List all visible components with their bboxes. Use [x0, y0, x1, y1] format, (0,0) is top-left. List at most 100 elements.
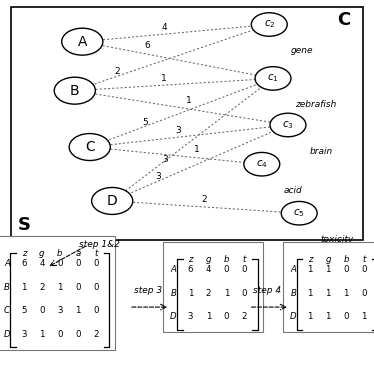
Text: 3: 3 [188, 312, 193, 321]
Text: 0: 0 [57, 329, 62, 338]
Text: $c_3$: $c_3$ [282, 119, 294, 131]
FancyBboxPatch shape [283, 242, 374, 332]
Circle shape [54, 77, 95, 104]
FancyBboxPatch shape [0, 236, 115, 350]
Text: b: b [343, 256, 349, 265]
Text: 1: 1 [307, 265, 313, 274]
Text: z: z [188, 256, 193, 265]
Text: t: t [362, 256, 366, 265]
Circle shape [255, 67, 291, 90]
FancyBboxPatch shape [11, 7, 363, 240]
Circle shape [62, 28, 103, 55]
Text: 1: 1 [39, 329, 45, 338]
Text: toxicity: toxicity [321, 235, 354, 244]
Text: 1: 1 [325, 289, 331, 298]
Text: 6: 6 [21, 259, 27, 268]
FancyBboxPatch shape [163, 242, 263, 332]
Text: 0: 0 [39, 306, 45, 315]
Text: 0: 0 [75, 329, 80, 338]
Text: 1: 1 [57, 282, 62, 291]
Circle shape [244, 152, 280, 176]
Text: 0: 0 [224, 265, 229, 274]
Text: 1: 1 [325, 265, 331, 274]
Text: 1: 1 [21, 282, 27, 291]
Text: 4: 4 [206, 265, 211, 274]
Text: D: D [170, 312, 177, 321]
Text: g: g [39, 249, 45, 258]
Text: D: D [4, 329, 10, 338]
Text: 4: 4 [39, 259, 45, 268]
Text: 3: 3 [156, 172, 161, 181]
Text: 0: 0 [242, 289, 247, 298]
Text: 0: 0 [361, 265, 367, 274]
Text: 0: 0 [75, 282, 80, 291]
Text: 2: 2 [39, 282, 45, 291]
Text: S: S [18, 216, 31, 235]
Text: 0: 0 [93, 306, 98, 315]
Text: 1: 1 [206, 312, 211, 321]
Text: 1: 1 [325, 312, 331, 321]
Text: 6: 6 [144, 41, 150, 50]
Text: 1: 1 [307, 289, 313, 298]
Text: 0: 0 [361, 289, 367, 298]
Text: brain: brain [310, 147, 333, 156]
Text: 0: 0 [75, 259, 80, 268]
Text: 1: 1 [75, 306, 80, 315]
Text: A: A [4, 259, 10, 268]
Text: step 1&2: step 1&2 [79, 240, 120, 249]
Text: 4: 4 [162, 23, 168, 32]
Text: 1: 1 [194, 145, 200, 154]
Text: D: D [290, 312, 297, 321]
Text: g: g [325, 256, 331, 265]
Text: 3: 3 [57, 306, 62, 315]
Text: B: B [70, 84, 80, 98]
Text: step 3: step 3 [134, 286, 162, 295]
Text: 3: 3 [175, 126, 181, 135]
Text: a: a [75, 249, 80, 258]
Text: $c_1$: $c_1$ [267, 72, 279, 84]
Text: 1: 1 [186, 96, 192, 105]
Text: 0: 0 [242, 265, 247, 274]
Text: 0: 0 [93, 259, 98, 268]
Circle shape [281, 202, 317, 225]
Text: 0: 0 [57, 259, 62, 268]
Text: step 4: step 4 [253, 286, 282, 295]
Text: gene: gene [291, 46, 313, 55]
Text: b: b [224, 256, 229, 265]
Text: 2: 2 [206, 289, 211, 298]
Text: 5: 5 [142, 118, 148, 127]
Text: 0: 0 [343, 312, 349, 321]
Text: 1: 1 [224, 289, 229, 298]
Text: $c_2$: $c_2$ [264, 19, 275, 30]
Text: A: A [171, 265, 177, 274]
Text: 0: 0 [224, 312, 229, 321]
Text: g: g [206, 256, 211, 265]
Circle shape [251, 13, 287, 36]
Circle shape [270, 113, 306, 137]
Circle shape [92, 187, 133, 214]
Text: B: B [4, 282, 10, 291]
Text: 5: 5 [21, 306, 27, 315]
Text: C: C [4, 306, 10, 315]
Circle shape [69, 133, 110, 161]
Text: z: z [22, 249, 26, 258]
Text: 2: 2 [93, 329, 98, 338]
Text: D: D [107, 194, 117, 208]
Text: zebrafish: zebrafish [295, 100, 336, 109]
Text: 3: 3 [21, 329, 27, 338]
Text: 1: 1 [361, 312, 367, 321]
Text: 2: 2 [201, 194, 207, 203]
Text: t: t [94, 249, 98, 258]
Text: 1: 1 [343, 289, 349, 298]
Text: 2: 2 [242, 312, 247, 321]
Text: 1: 1 [307, 312, 313, 321]
Text: 3: 3 [162, 155, 168, 164]
Text: C: C [85, 140, 95, 154]
Text: B: B [171, 289, 177, 298]
Text: 6: 6 [188, 265, 193, 274]
Text: acid: acid [283, 186, 302, 195]
Text: 1: 1 [160, 74, 166, 83]
Text: 0: 0 [93, 282, 98, 291]
Text: A: A [290, 265, 296, 274]
Text: z: z [308, 256, 312, 265]
